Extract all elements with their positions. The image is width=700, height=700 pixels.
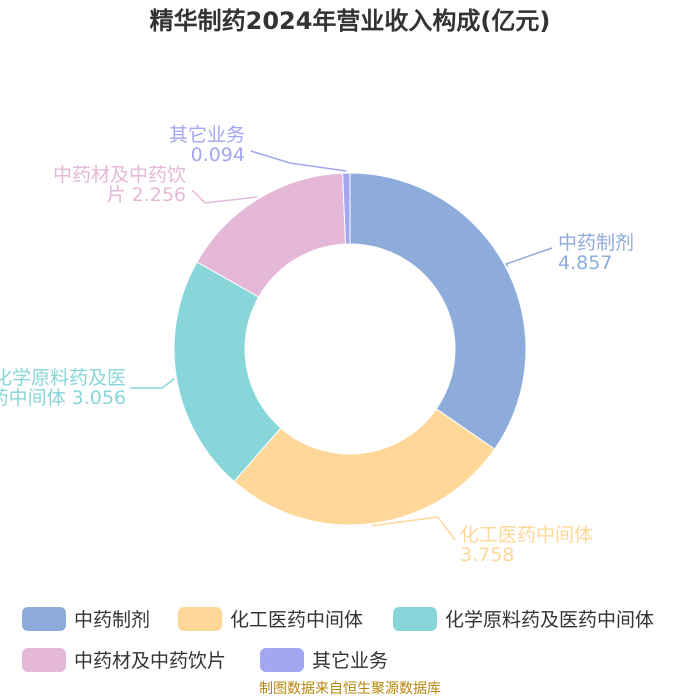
leader-line-4 — [191, 189, 258, 204]
legend-label-5[interactable]: 其它业务 — [312, 650, 388, 672]
source-note: 制图数据来自恒生聚源数据库 — [259, 681, 441, 697]
leader-line-5 — [250, 150, 347, 172]
slice-label-3: 化学原料药及医药中间体 3.056 — [0, 367, 126, 409]
legend-label-2[interactable]: 化工医药中间体 — [230, 609, 363, 631]
slice-3 — [173, 261, 282, 483]
slice-5 — [342, 172, 351, 245]
donut-slices — [173, 172, 527, 526]
legend-swatch-5[interactable] — [260, 648, 304, 672]
legend-label-1[interactable]: 中药制剂 — [74, 609, 150, 631]
chart-title: 精华制药2024年营业收入构成(亿元) — [150, 7, 551, 35]
slice-2 — [233, 408, 496, 526]
slice-label-2: 化工医药中间体 3.758 — [460, 524, 593, 566]
slice-label-5: 其它业务 0.094 — [169, 124, 245, 166]
leader-line-1 — [504, 247, 553, 267]
leader-line-3 — [130, 377, 175, 389]
leader-line-2 — [371, 516, 456, 541]
legend-swatch-4[interactable] — [22, 648, 66, 672]
legend-swatch-3[interactable] — [393, 607, 437, 631]
legend-swatch-1[interactable] — [22, 607, 66, 631]
legend-label-4[interactable]: 中药材及中药饮片 — [74, 650, 226, 672]
slice-labels: 中药制剂 4.857 化工医药中间体 3.758 化学原料药及医药中间体 3.056 中药… — [0, 124, 634, 566]
slice-label-4: 中药材及中药饮片 2.256 — [53, 164, 186, 206]
slice-label-1: 中药制剂 4.857 — [558, 232, 634, 274]
legend-label-3[interactable]: 化学原料药及医药中间体 — [445, 609, 654, 631]
legend-swatch-2[interactable] — [178, 607, 222, 631]
slice-1 — [349, 172, 527, 450]
